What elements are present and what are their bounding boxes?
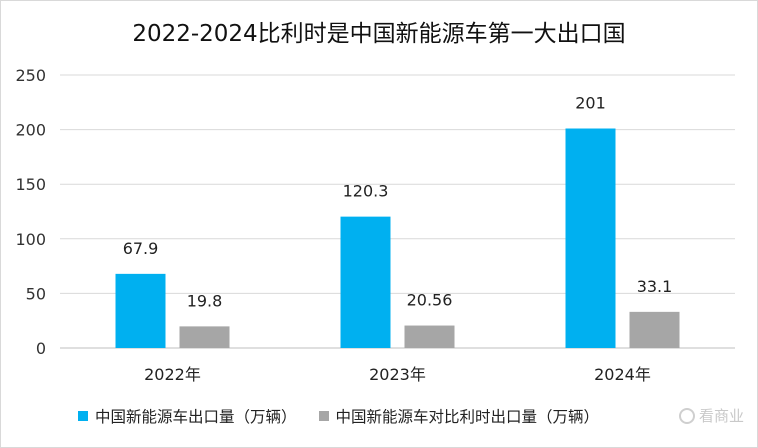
bar <box>340 216 391 348</box>
legend-label-exports: 中国新能源车出口量（万辆） <box>95 408 297 426</box>
data-label: 20.56 <box>407 291 453 310</box>
legend-item-exports: 中国新能源车出口量（万辆） <box>78 405 297 427</box>
x-tick-label: 2022年 <box>144 365 201 384</box>
legend-swatch-exports <box>78 411 88 421</box>
y-tick-label: 250 <box>15 66 46 85</box>
data-label: 67.9 <box>123 239 159 258</box>
data-label: 33.1 <box>637 277 673 296</box>
x-axis: 2022年 2023年 2024年 <box>144 365 651 384</box>
bar <box>629 311 680 348</box>
bar <box>115 273 166 348</box>
y-tick-label: 50 <box>26 284 46 303</box>
y-tick-label: 100 <box>15 230 46 249</box>
watermark-logo-icon <box>678 407 695 424</box>
y-tick-label: 0 <box>36 339 46 358</box>
legend-swatch-belgium <box>318 411 329 421</box>
bar <box>565 128 616 348</box>
gridlines <box>60 74 735 349</box>
watermark: 看商业 <box>678 405 744 426</box>
y-tick-label: 200 <box>15 121 46 140</box>
legend-item-belgium: 中国新能源车对比利时出口量（万辆） <box>318 405 600 427</box>
x-tick-label: 2023年 <box>369 365 426 384</box>
watermark-text: 看商业 <box>698 407 744 425</box>
data-label: 19.8 <box>187 291 223 310</box>
x-tick-label: 2024年 <box>594 365 651 384</box>
data-label: 120.3 <box>343 182 389 201</box>
y-axis: 0 50 100 150 200 250 <box>15 66 46 358</box>
y-tick-label: 150 <box>15 175 46 194</box>
legend-label-belgium: 中国新能源车对比利时出口量（万辆） <box>335 408 600 426</box>
bar <box>404 325 455 348</box>
data-label: 201 <box>575 94 606 113</box>
legend: 中国新能源车出口量（万辆） 中国新能源车对比利时出口量（万辆） <box>78 405 599 427</box>
bars: 67.9 19.8 120.3 20.56 201 33.1 <box>115 94 680 348</box>
bar <box>179 326 230 348</box>
chart-title: 2022-2024比利时是中国新能源车第一大出口国 <box>132 21 626 47</box>
